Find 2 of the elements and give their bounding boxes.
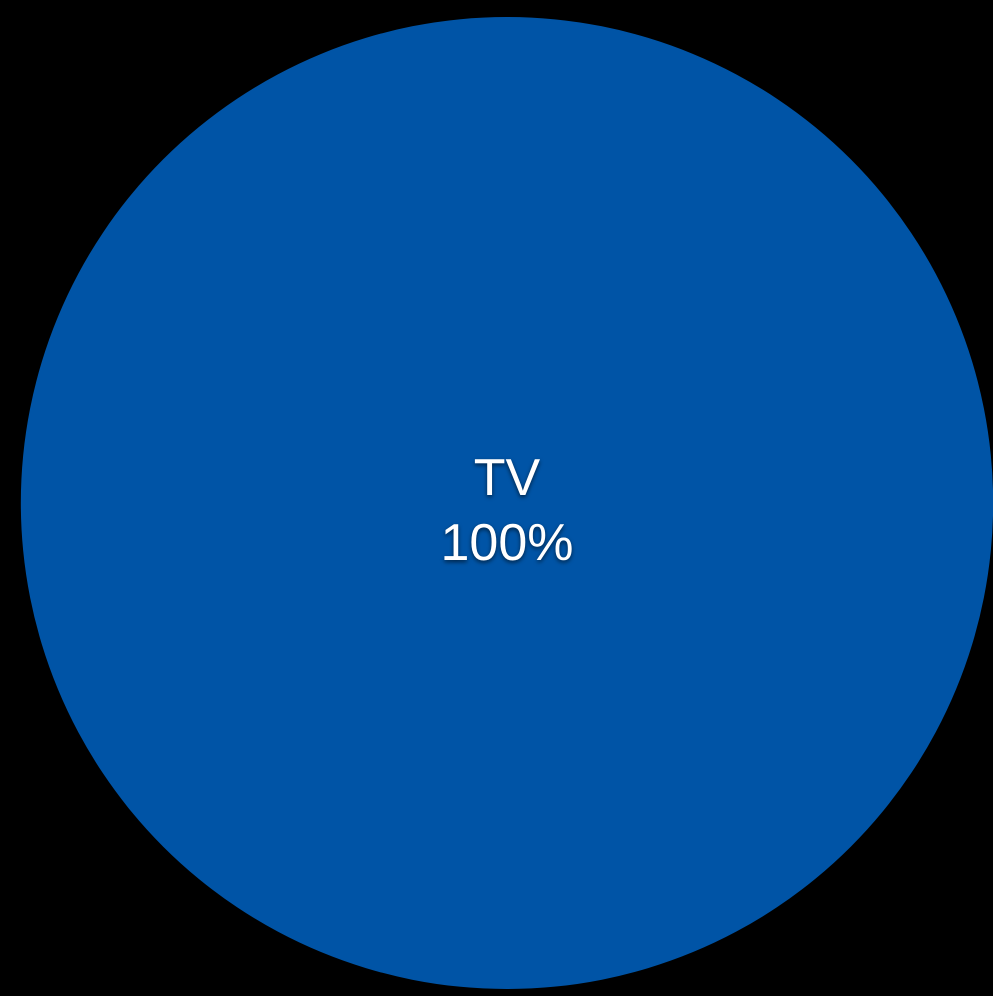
slice-label: TV <box>474 449 541 507</box>
data-label: 100% <box>440 514 574 572</box>
